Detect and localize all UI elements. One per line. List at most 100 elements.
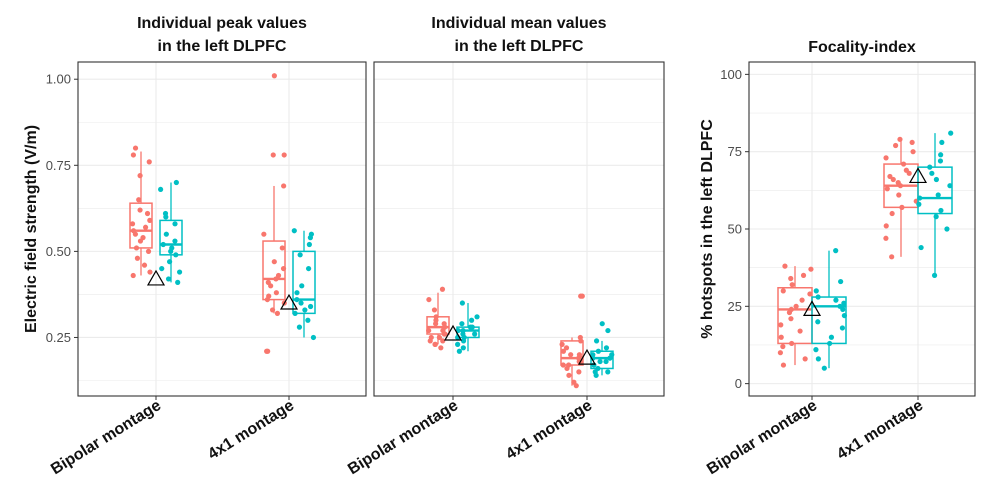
data-point	[294, 296, 300, 303]
data-point	[146, 159, 152, 165]
data-point	[144, 210, 151, 217]
box-fourbyone-1	[811, 248, 847, 371]
data-point	[599, 321, 605, 327]
data-point	[833, 248, 839, 254]
box-iqr	[560, 340, 584, 366]
data-point	[890, 176, 896, 183]
data-point	[438, 345, 444, 351]
y-axis-label: % hotspots in the left DLPFC	[699, 119, 716, 339]
data-point	[305, 265, 312, 272]
data-point	[281, 152, 287, 158]
panel-title: in the left DLPFC	[158, 38, 287, 55]
panel-border	[373, 61, 665, 397]
data-point	[130, 272, 136, 279]
data-point	[134, 255, 141, 261]
data-point	[306, 241, 312, 248]
data-point	[576, 369, 582, 375]
data-point	[279, 245, 285, 251]
data-point	[883, 155, 889, 161]
y-tick-label: 100	[720, 67, 742, 82]
data-point	[896, 192, 902, 198]
data-point	[147, 217, 153, 223]
data-point	[889, 210, 895, 217]
plot-area	[78, 62, 366, 396]
data-point	[887, 173, 893, 180]
data-point	[160, 241, 166, 248]
data-point	[884, 186, 890, 192]
data-point	[590, 355, 596, 361]
x-category-label: Bipolar montage	[704, 397, 820, 478]
data-point	[264, 296, 270, 303]
data-point	[163, 231, 169, 237]
data-point	[442, 331, 448, 337]
data-point	[780, 288, 786, 294]
data-point	[815, 319, 821, 325]
data-point	[789, 282, 795, 288]
data-point	[605, 369, 611, 375]
y-axis-label: Electric field strength (V/m)	[23, 125, 40, 333]
data-point	[433, 321, 439, 327]
data-point	[815, 356, 821, 362]
data-point	[426, 296, 432, 303]
data-point	[607, 355, 613, 361]
data-point	[273, 290, 279, 296]
data-point	[603, 358, 609, 365]
data-point	[793, 303, 799, 309]
data-point	[883, 235, 889, 241]
data-point	[777, 350, 783, 356]
data-point	[172, 238, 178, 244]
box-iqr	[292, 250, 316, 315]
data-point	[173, 252, 179, 258]
panel-title: Individual peak values	[137, 15, 307, 32]
data-point	[802, 356, 808, 362]
data-point	[280, 265, 287, 272]
data-point	[136, 197, 142, 203]
data-point	[897, 183, 904, 189]
data-point	[576, 358, 582, 365]
data-point	[778, 322, 784, 328]
data-point	[296, 324, 303, 330]
data-point	[568, 352, 574, 358]
data-point	[459, 300, 465, 306]
data-point	[815, 294, 821, 300]
data-point	[163, 214, 169, 220]
data-point	[269, 307, 276, 313]
data-point	[271, 259, 277, 265]
box-bipolar-2	[883, 136, 919, 260]
data-point	[297, 252, 303, 258]
data-point	[780, 343, 786, 350]
data-point	[271, 73, 277, 79]
box-fourbyone-2	[916, 130, 954, 278]
data-point	[840, 306, 846, 313]
data-point	[166, 259, 173, 265]
data-point	[789, 340, 795, 347]
data-point	[129, 221, 136, 227]
data-point	[927, 164, 933, 170]
data-point	[883, 223, 889, 229]
data-point	[168, 248, 174, 254]
data-point	[265, 348, 271, 354]
data-point	[302, 307, 308, 313]
panel-title: in the left DLPFC	[455, 38, 584, 55]
data-point	[427, 338, 433, 344]
mean-triangle-2	[577, 348, 597, 365]
data-point	[133, 245, 140, 251]
data-point	[578, 293, 584, 299]
data-point	[439, 286, 446, 292]
data-point	[132, 145, 139, 151]
data-point	[431, 307, 438, 313]
data-point	[821, 365, 827, 371]
data-point	[897, 136, 903, 142]
data-point	[292, 310, 298, 316]
data-point	[808, 266, 814, 272]
data-point	[935, 192, 941, 198]
data-point	[274, 310, 281, 316]
data-point	[778, 334, 784, 340]
data-point	[910, 149, 916, 155]
data-point	[813, 288, 819, 294]
box-bipolar-1	[129, 145, 153, 279]
data-point	[916, 201, 922, 207]
data-point	[426, 327, 432, 334]
data-point	[261, 231, 267, 237]
data-point	[294, 290, 300, 296]
